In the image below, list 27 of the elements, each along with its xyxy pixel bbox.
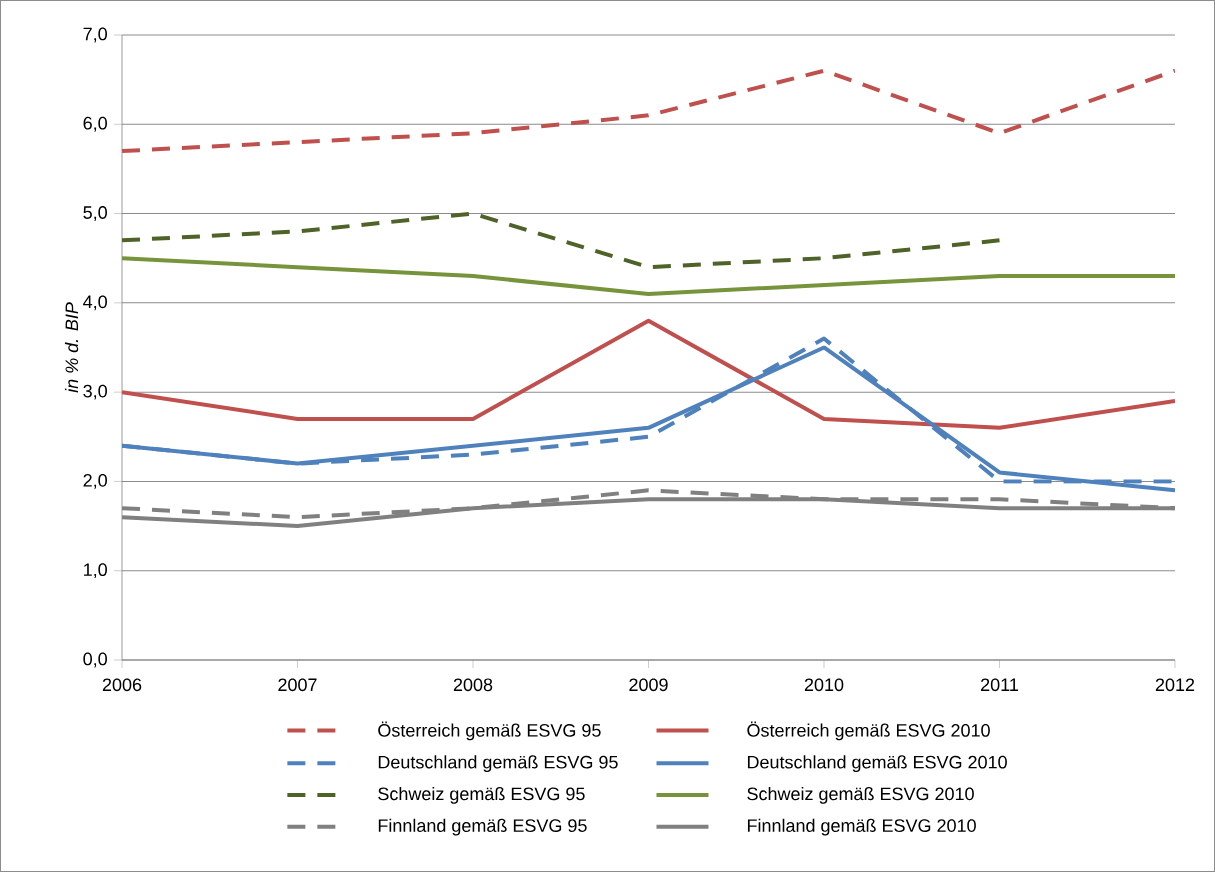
x-tick-label: 2012 bbox=[1155, 678, 1195, 692]
x-tick-label: 2009 bbox=[629, 678, 668, 692]
legend-label: Deutschland gemäß ESVG 2010 bbox=[747, 755, 1007, 773]
y-tick-label: 0,0 bbox=[83, 652, 107, 668]
legend-label: Deutschland gemäß ESVG 95 bbox=[378, 755, 618, 773]
y-tick-label: 6,0 bbox=[83, 116, 107, 132]
legend-label: Schweiz gemäß ESVG 95 bbox=[378, 787, 585, 804]
y-tick-label: 1,0 bbox=[84, 563, 107, 579]
legend-label: Österreich gemäß ESVG 95 bbox=[378, 721, 601, 741]
y-tick-label: 4,0 bbox=[83, 295, 107, 311]
x-tick-label: 2006 bbox=[102, 678, 142, 692]
legend-label: Finnland gemäß ESVG 95 bbox=[378, 818, 587, 836]
x-tick-label: 2008 bbox=[453, 678, 493, 692]
x-tick-label: 2011 bbox=[981, 678, 1018, 692]
legend-label: Schweiz gemäß ESVG 2010 bbox=[747, 787, 974, 804]
line-series bbox=[122, 211, 1002, 270]
line-series bbox=[122, 318, 1175, 430]
y-tick-label: 7,0 bbox=[83, 27, 107, 43]
line-series bbox=[122, 68, 1175, 154]
x-tick-label: 2007 bbox=[278, 678, 317, 692]
y-tick-label: 2,0 bbox=[83, 473, 107, 489]
y-axis-title: in % d. BIP bbox=[64, 302, 79, 393]
legend-label: Finnland gemäß ESVG 2010 bbox=[747, 818, 976, 836]
y-tick-label: 5,0 bbox=[83, 206, 107, 221]
legend-label: Österreich gemäß ESVG 2010 bbox=[747, 721, 990, 741]
x-tick-label: 2010 bbox=[804, 678, 844, 692]
y-tick-label: 3,0 bbox=[83, 384, 107, 400]
